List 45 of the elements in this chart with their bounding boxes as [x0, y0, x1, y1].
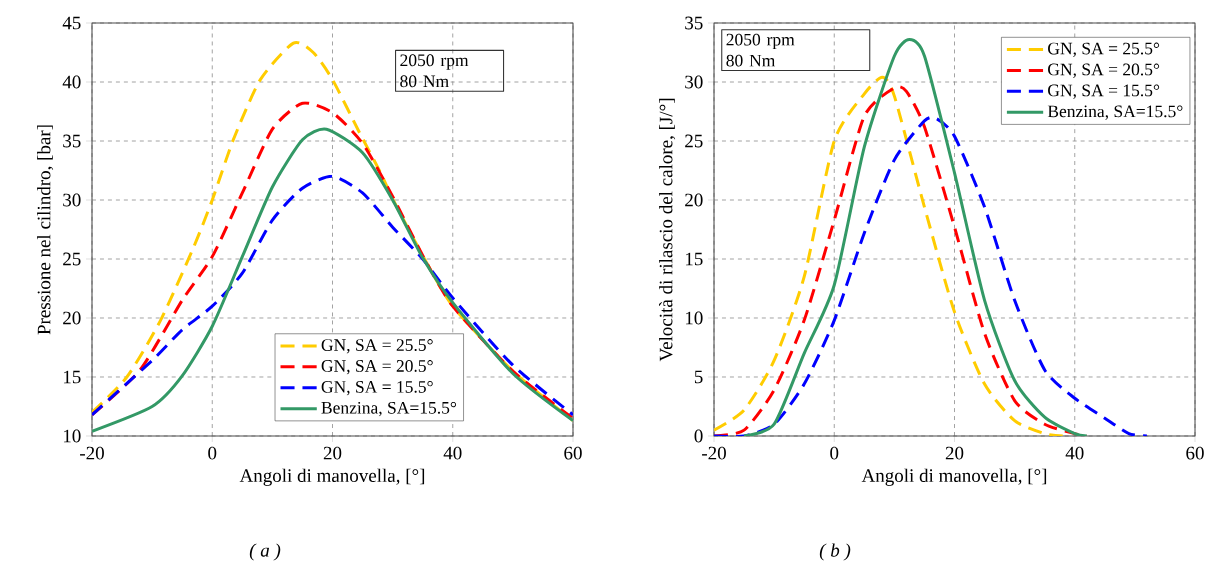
x-tick-label: 0: [208, 446, 217, 460]
x-tick-label: 40: [1065, 446, 1084, 460]
y-tick-label: 15: [685, 252, 703, 266]
x-tick-label: -20: [702, 446, 726, 460]
y-tick-label: 30: [63, 193, 81, 207]
legend-label: GN, SA = 20.5°: [321, 360, 433, 375]
text: ( b ): [819, 543, 851, 561]
legend-label: Benzina, SA=15.5°: [1047, 105, 1183, 120]
y-tick-label: 40: [62, 75, 81, 89]
x-axis-title: Angoli di manovella, [°]: [861, 468, 1047, 486]
x-tick-label: 20: [323, 446, 342, 460]
annotation: 80 Nm: [400, 75, 449, 88]
y-axis-title: Velocità di rilascio del calore, [J/°]: [659, 98, 676, 362]
y-axis-title: Pressione nel cilindro, [bar]: [37, 125, 54, 335]
x-tick-label: 60: [564, 446, 582, 460]
x-tick-label: -20: [80, 446, 104, 460]
y-tick-label: 25: [63, 252, 81, 266]
y-tick-label: 10: [63, 429, 81, 443]
legend-label: GN, SA = 15.5°: [1048, 84, 1160, 99]
y-tick-label: 30: [685, 75, 703, 89]
legend-label: Benzina, SA=15.5°: [321, 401, 457, 417]
x-axis-title: Angoli di manovella, [°]: [239, 468, 425, 486]
legend-label: GN, SA = 25.5°: [321, 339, 433, 354]
legend-label: GN, SA = 20.5°: [1048, 63, 1160, 78]
x-tick-label: 0: [830, 446, 839, 460]
y-tick-label: 10: [685, 311, 703, 325]
y-tick-label: 5: [694, 370, 703, 384]
x-tick-label: 60: [1186, 446, 1204, 460]
x-tick-label: 20: [945, 446, 964, 460]
y-tick-label: 20: [63, 311, 81, 325]
text: ( a ): [249, 543, 281, 561]
annotation: 2050 rpm: [726, 33, 795, 50]
y-tick-label: 15: [63, 370, 81, 384]
y-tick-label: 45: [62, 16, 81, 30]
legend-label: GN, SA = 25.5°: [1048, 42, 1160, 57]
annotation: 80 Nm: [726, 54, 776, 67]
legend-label: GN, SA = 15.5°: [321, 380, 433, 396]
y-tick-label: 35: [63, 134, 81, 148]
y-tick-label: 0: [694, 429, 703, 443]
y-tick-label: 35: [685, 16, 703, 30]
annotation: 2050 rpm: [400, 54, 469, 70]
y-tick-label: 25: [685, 134, 703, 148]
line-series: [92, 174, 573, 417]
y-tick-label: 20: [685, 193, 703, 207]
x-tick-label: 40: [443, 446, 462, 460]
